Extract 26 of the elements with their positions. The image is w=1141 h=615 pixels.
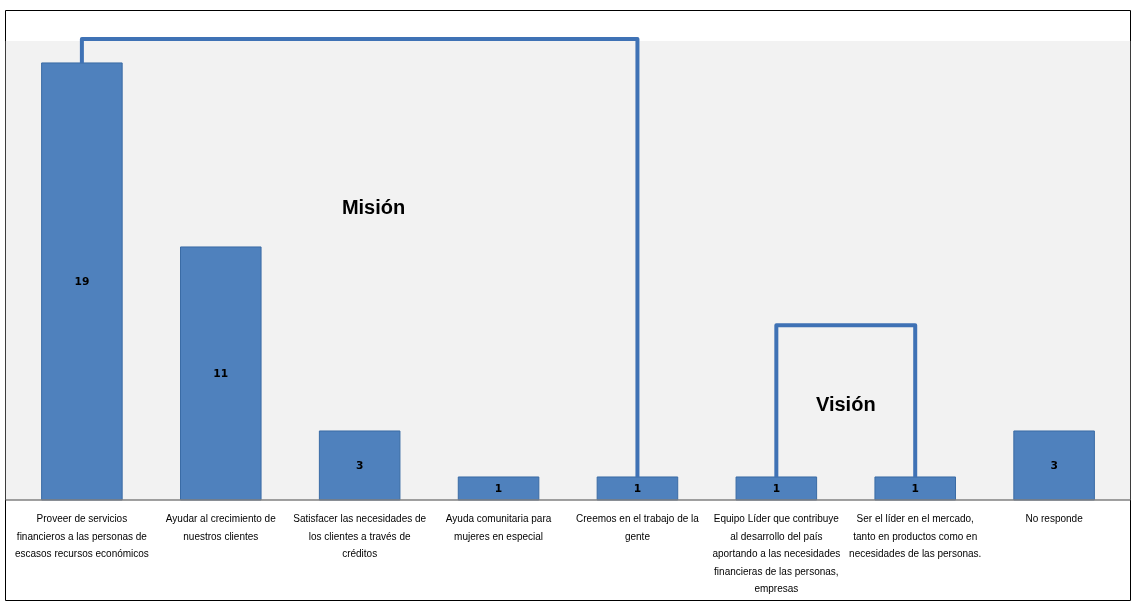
data-label: 3 [355,459,364,473]
bar [596,476,679,501]
annotation: Visión [815,392,876,415]
bar [318,430,401,501]
x-tick-label: Equipo Líder que contribuye al desarrollo del país aportando a las necesidades financieras de las personas, empresas [712,513,841,595]
x-tick-label: Ser el líder en el mercado, tanto en productos como en necesidades de las personas. [849,513,982,560]
bar [457,476,540,501]
data-label: 11 [213,367,229,381]
annotation: Misión [341,196,406,219]
bar [41,62,123,501]
data-label: 1 [911,482,919,496]
bar [735,476,818,501]
x-tick-label: Ayudar al crecimiento de nuestros clientes [165,513,277,542]
data-label: 3 [1050,459,1058,473]
data-label: 1 [494,482,503,496]
x-tick-label: Creemos en el trabajo de la gente [576,513,700,542]
x-tick-label: Proveer de servicios financieros a las personas de escasos recursos económicos [14,513,149,560]
data-label: 1 [772,482,781,496]
x-tick-label: Satisfacer las necesidades de los clientes a través de créditos [293,513,427,560]
bar [180,246,262,501]
bar [874,476,956,501]
x-tick-label: Ayuda comunitaria para mujeres en especial [445,513,552,542]
bar [1013,430,1095,501]
data-label: 19 [74,275,90,289]
x-tick-label: No responde [1025,513,1084,525]
data-label: 1 [633,482,642,496]
